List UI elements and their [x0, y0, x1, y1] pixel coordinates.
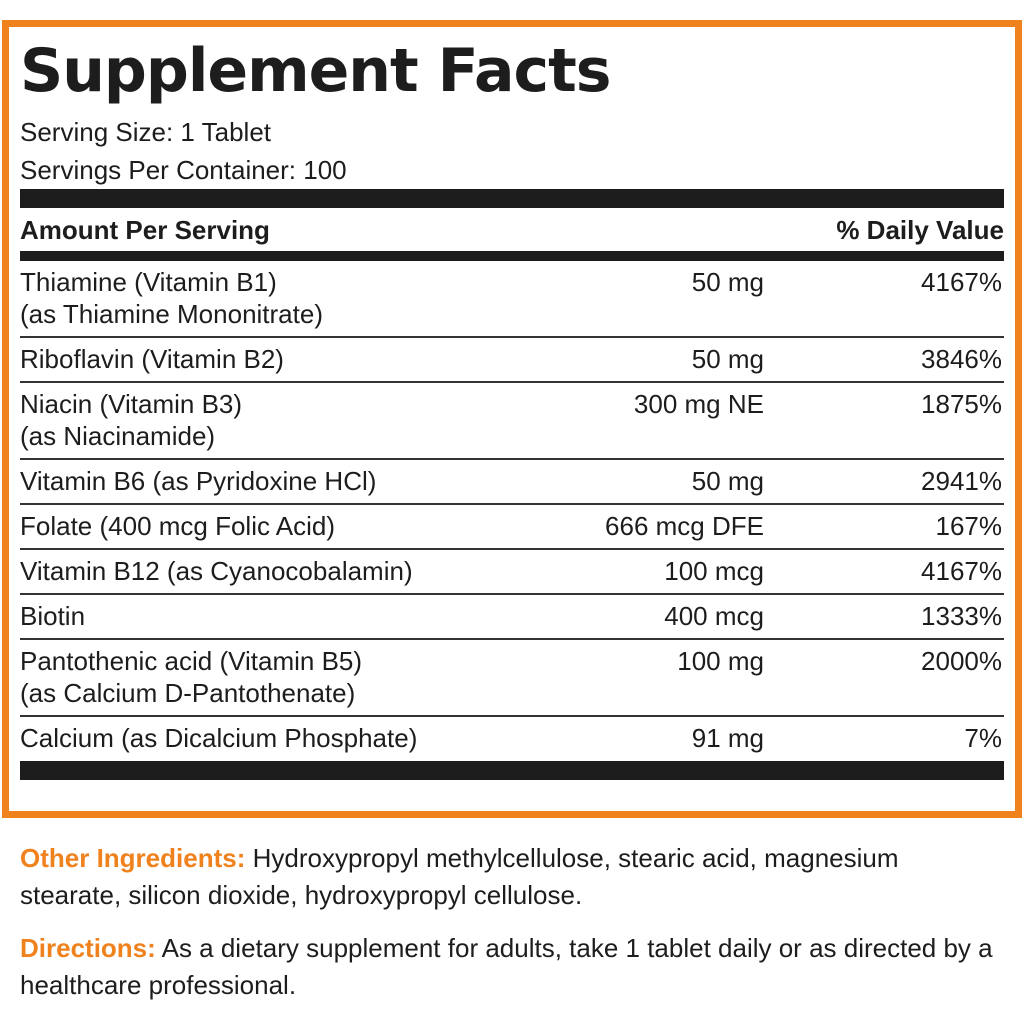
amount-header: Amount Per Serving	[20, 215, 270, 245]
table-row: Thiamine (Vitamin B1) (as Thiamine Mononi…	[20, 261, 1004, 338]
nutrient-name: Riboflavin (Vitamin B2)	[20, 343, 524, 375]
nutrient-daily-value: 4167%	[921, 267, 1002, 297]
nutrient-amount: 666 mcg DFE	[605, 511, 764, 541]
dv-header: % Daily Value	[836, 215, 1004, 245]
nutrient-name: Vitamin B12 (as Cyanocobalamin)	[20, 555, 524, 587]
nutrient-label: Folate (400 mcg Folic Acid)	[20, 511, 336, 541]
table-row: Vitamin B6 (as Pyridoxine HCl) 50 mg 2941%	[20, 460, 1004, 505]
nutrient-label: Vitamin B12 (as Cyanocobalamin)	[20, 556, 413, 586]
page-title: Supplement Facts	[20, 36, 612, 106]
nutrient-daily-value: 167%	[935, 511, 1003, 541]
nutrient-name: Folate (400 mcg Folic Acid)	[20, 510, 524, 542]
nutrient-source: (as Thiamine Mononitrate)	[20, 299, 323, 329]
nutrient-amount: 50 mg	[691, 267, 764, 297]
serving-size: Serving Size: 1 Tablet	[20, 117, 271, 147]
nutrient-name: Vitamin B6 (as Pyridoxine HCl)	[20, 465, 524, 497]
table-row: Niacin (Vitamin B3) (as Niacinamide) 300 m…	[20, 383, 1004, 460]
nutrient-name: Calcium (as Dicalcium Phosphate)	[20, 722, 524, 754]
nutrient-name: Niacin (Vitamin B3) (as Niacinamide)	[20, 388, 524, 452]
nutrient-daily-value: 2941%	[921, 466, 1002, 496]
other-ingredients: Other Ingredients: Hydroxypropyl methylc…	[20, 840, 994, 914]
nutrient-source: (as Niacinamide)	[20, 421, 216, 451]
table-header: Amount Per Serving % Daily Value	[20, 208, 1004, 251]
nutrient-amount: 100 mcg	[664, 556, 764, 586]
nutrient-label: Calcium (as Dicalcium Phosphate)	[20, 723, 418, 753]
nutrient-amount: 50 mg	[691, 344, 764, 374]
supplement-facts-panel: Supplement Facts Serving Size: 1 Tablet …	[2, 20, 1022, 818]
nutrient-label: Niacin (Vitamin B3)	[20, 389, 243, 419]
nutrient-daily-value: 2000%	[921, 646, 1002, 676]
other-ingredients-label: Other Ingredients:	[20, 843, 246, 873]
nutrient-name: Pantothenic acid (Vitamin B5) (as Calcium…	[20, 645, 524, 709]
table-row: Vitamin B12 (as Cyanocobalamin) 100 mcg 41…	[20, 550, 1004, 595]
nutrient-daily-value: 3846%	[921, 344, 1002, 374]
nutrient-name: Biotin	[20, 600, 524, 632]
table-row: Riboflavin (Vitamin B2) 50 mg 3846%	[20, 338, 1004, 383]
nutrient-label: Thiamine (Vitamin B1)	[20, 267, 277, 297]
table-row: Biotin 400 mcg 1333%	[20, 595, 1004, 640]
directions-text: As a dietary supplement for adults, take…	[20, 933, 993, 1000]
nutrient-amount: 400 mcg	[664, 601, 764, 631]
directions-label: Directions:	[20, 933, 156, 963]
nutrient-amount: 50 mg	[691, 466, 764, 496]
nutrient-daily-value: 1875%	[921, 389, 1002, 419]
notes: Other Ingredients: Hydroxypropyl methylc…	[20, 840, 994, 1020]
table-row: Folate (400 mcg Folic Acid) 666 mcg DFE 16…	[20, 505, 1004, 550]
nutrient-label: Pantothenic acid (Vitamin B5)	[20, 646, 363, 676]
nutrient-source: (as Calcium D-Pantothenate)	[20, 678, 356, 708]
nutrient-name: Thiamine (Vitamin B1) (as Thiamine Mononi…	[20, 266, 524, 330]
servings-per-container: Servings Per Container: 100	[20, 155, 347, 185]
divider-bar	[20, 189, 1004, 208]
nutrient-daily-value: 7%	[964, 723, 1002, 753]
nutrient-label: Biotin	[20, 601, 86, 631]
divider-bar	[20, 761, 1004, 780]
directions: Directions: As a dietary supplement for …	[20, 930, 994, 1004]
other-ingredients-text: Hydroxypropyl methylcellulose, stearic a…	[20, 843, 899, 910]
nutrient-amount: 91 mg	[691, 723, 764, 753]
nutrient-amount: 300 mg NE	[633, 389, 764, 419]
nutrient-daily-value: 1333%	[921, 601, 1002, 631]
divider-bar	[20, 251, 1004, 261]
nutrient-daily-value: 4167%	[921, 556, 1002, 586]
nutrient-label: Vitamin B6 (as Pyridoxine HCl)	[20, 466, 377, 496]
table-row: Pantothenic acid (Vitamin B5) (as Calcium…	[20, 640, 1004, 717]
nutrient-table: Thiamine (Vitamin B1) (as Thiamine Mononi…	[20, 261, 1004, 760]
nutrient-amount: 100 mg	[677, 646, 764, 676]
nutrient-label: Riboflavin (Vitamin B2)	[20, 344, 284, 374]
table-row: Calcium (as Dicalcium Phosphate) 91 mg 7%	[20, 717, 1004, 760]
